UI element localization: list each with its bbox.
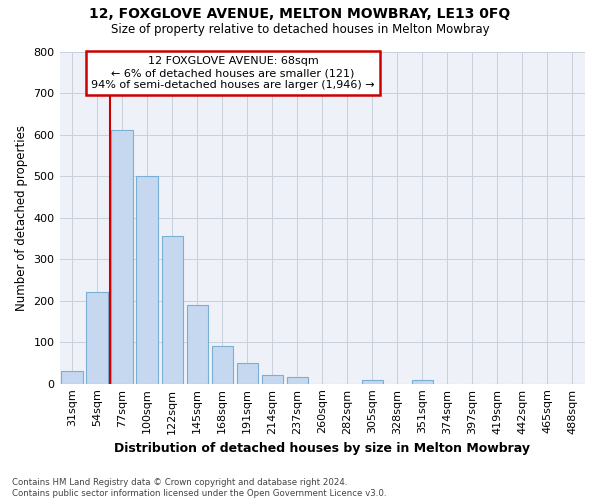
Text: 12 FOXGLOVE AVENUE: 68sqm
← 6% of detached houses are smaller (121)
94% of semi-: 12 FOXGLOVE AVENUE: 68sqm ← 6% of detach…: [91, 56, 375, 90]
Bar: [412, 380, 433, 384]
Bar: [161, 236, 183, 384]
Text: Size of property relative to detached houses in Melton Mowbray: Size of property relative to detached ho…: [110, 22, 490, 36]
Bar: [362, 380, 383, 384]
Text: 12, FOXGLOVE AVENUE, MELTON MOWBRAY, LE13 0FQ: 12, FOXGLOVE AVENUE, MELTON MOWBRAY, LE1…: [89, 8, 511, 22]
Bar: [61, 371, 83, 384]
Bar: [212, 346, 233, 384]
Bar: [86, 292, 108, 384]
Bar: [236, 363, 258, 384]
Text: Contains HM Land Registry data © Crown copyright and database right 2024.
Contai: Contains HM Land Registry data © Crown c…: [12, 478, 386, 498]
Bar: [112, 130, 133, 384]
Bar: [136, 176, 158, 384]
Y-axis label: Number of detached properties: Number of detached properties: [15, 124, 28, 310]
Bar: [187, 305, 208, 384]
Bar: [262, 374, 283, 384]
Bar: [287, 376, 308, 384]
X-axis label: Distribution of detached houses by size in Melton Mowbray: Distribution of detached houses by size …: [114, 442, 530, 455]
